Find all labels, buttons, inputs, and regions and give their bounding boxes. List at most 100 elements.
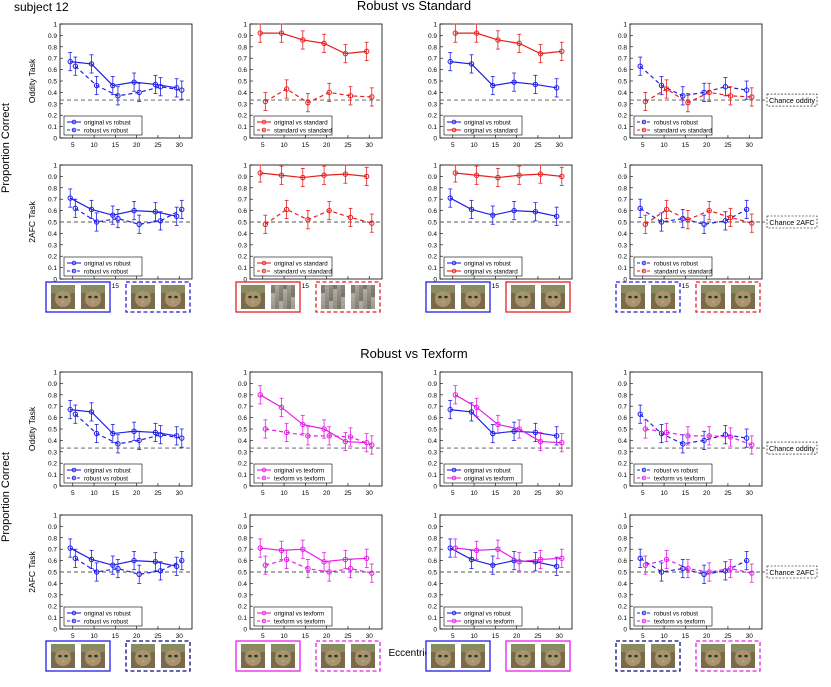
noise-cell (341, 285, 345, 289)
cat-face (435, 291, 451, 307)
cat-eye (738, 654, 742, 658)
data-point (67, 406, 73, 413)
cat-image-thumbnail (351, 644, 375, 668)
cat-nose (91, 660, 95, 662)
cat-face (275, 650, 291, 666)
x-tick-label: 15 (492, 283, 500, 290)
noise-cell (291, 289, 295, 293)
x-tick-label: 15 (302, 142, 310, 149)
x-tick-label: 30 (176, 142, 184, 149)
x-tick-label: 20 (323, 633, 331, 640)
x-tick-label: 25 (724, 490, 732, 497)
legend-marker (641, 475, 647, 481)
chance-label: Chance oddity (769, 96, 815, 105)
data-point (305, 565, 311, 572)
data-point (110, 212, 116, 218)
x-tick-label: 20 (513, 142, 521, 149)
data-point (173, 85, 180, 91)
y-tick-label: 0.4 (428, 438, 437, 445)
cat-nose (141, 660, 145, 662)
y-tick-label: 1 (433, 22, 437, 29)
noise-cell (275, 301, 279, 305)
y-tick-label: 0.6 (428, 208, 437, 215)
y-tick-label: 0.4 (238, 438, 247, 445)
image-foliage (131, 644, 155, 652)
cat-nose (441, 301, 445, 303)
legend-label: standard vs standard (654, 268, 712, 275)
cat-eye (474, 295, 478, 299)
cat-nose (61, 660, 65, 662)
cat-eye (708, 654, 712, 658)
cat-face (435, 650, 451, 666)
legend-marker (451, 260, 457, 266)
noise-cell (371, 293, 375, 297)
image-foliage (621, 644, 645, 652)
y-tick-label: 0.2 (428, 461, 437, 468)
y-tick-label: 0.6 (618, 415, 627, 422)
data-point (495, 174, 501, 181)
y-tick-label: 0.2 (238, 604, 247, 611)
series-line (69, 197, 177, 217)
cat-eye (138, 654, 142, 658)
x-tick-label: 10 (470, 142, 478, 149)
x-tick-label: 10 (660, 490, 668, 497)
y-tick-label: 0.1 (428, 615, 437, 622)
cat-eye (708, 295, 712, 299)
noise-cell (325, 301, 329, 305)
image-foliage (461, 285, 485, 293)
legend-label: original vs texform (274, 610, 324, 617)
series-texform-vs-texform (642, 549, 755, 583)
data-point (490, 430, 496, 437)
legend-marker (451, 475, 457, 481)
noise-cell (337, 289, 341, 293)
data-point (278, 172, 285, 178)
x-tick-label: 25 (344, 490, 352, 497)
cat-nose (441, 660, 445, 662)
y-tick-label: 0.8 (48, 535, 57, 542)
x-tick-label: 5 (451, 142, 455, 149)
cat-face (245, 650, 261, 666)
cat-eye (138, 295, 142, 299)
series-line (260, 32, 367, 55)
data-point (537, 171, 544, 177)
y-tick-label: 0 (243, 136, 247, 143)
cat-face (705, 650, 721, 666)
noise-cell (291, 293, 295, 297)
y-tick-label: 0 (623, 627, 627, 634)
x-tick-label: 15 (492, 633, 500, 640)
data-point (637, 63, 643, 69)
legend-marker (261, 618, 267, 624)
noise-cell (367, 293, 371, 297)
data-point (305, 433, 311, 439)
data-point (326, 89, 332, 96)
noise-cell (363, 293, 367, 297)
series-robust-vs-robust (637, 404, 750, 454)
noise-image-thumbnail (271, 285, 295, 309)
chance-label-box (766, 93, 818, 107)
y-tick-label: 0.5 (238, 220, 247, 227)
y-tick-label: 0.5 (428, 427, 437, 434)
cat-eye (364, 654, 368, 658)
data-point (305, 99, 311, 106)
data-point (363, 555, 370, 562)
legend-marker (261, 127, 267, 133)
data-point (680, 93, 686, 99)
y-tick-label: 0.1 (238, 472, 247, 479)
x-tick-label: 10 (660, 142, 668, 149)
series-robust-vs-robust (72, 404, 185, 454)
image-foliage (271, 644, 295, 652)
noise-cell (321, 301, 325, 305)
data-point (473, 30, 480, 36)
series-original-vs-robust (67, 538, 180, 576)
series-robust-vs-robust (637, 548, 750, 584)
cat-nose (331, 660, 335, 662)
data-point (532, 209, 539, 215)
y-tick-label: 0.1 (238, 265, 247, 272)
y-tick-label: 0.2 (618, 254, 627, 261)
data-point (637, 411, 643, 417)
data-point (300, 546, 306, 552)
cat-eye (664, 295, 668, 299)
noise-cell (341, 301, 345, 305)
legend-box (633, 463, 713, 484)
